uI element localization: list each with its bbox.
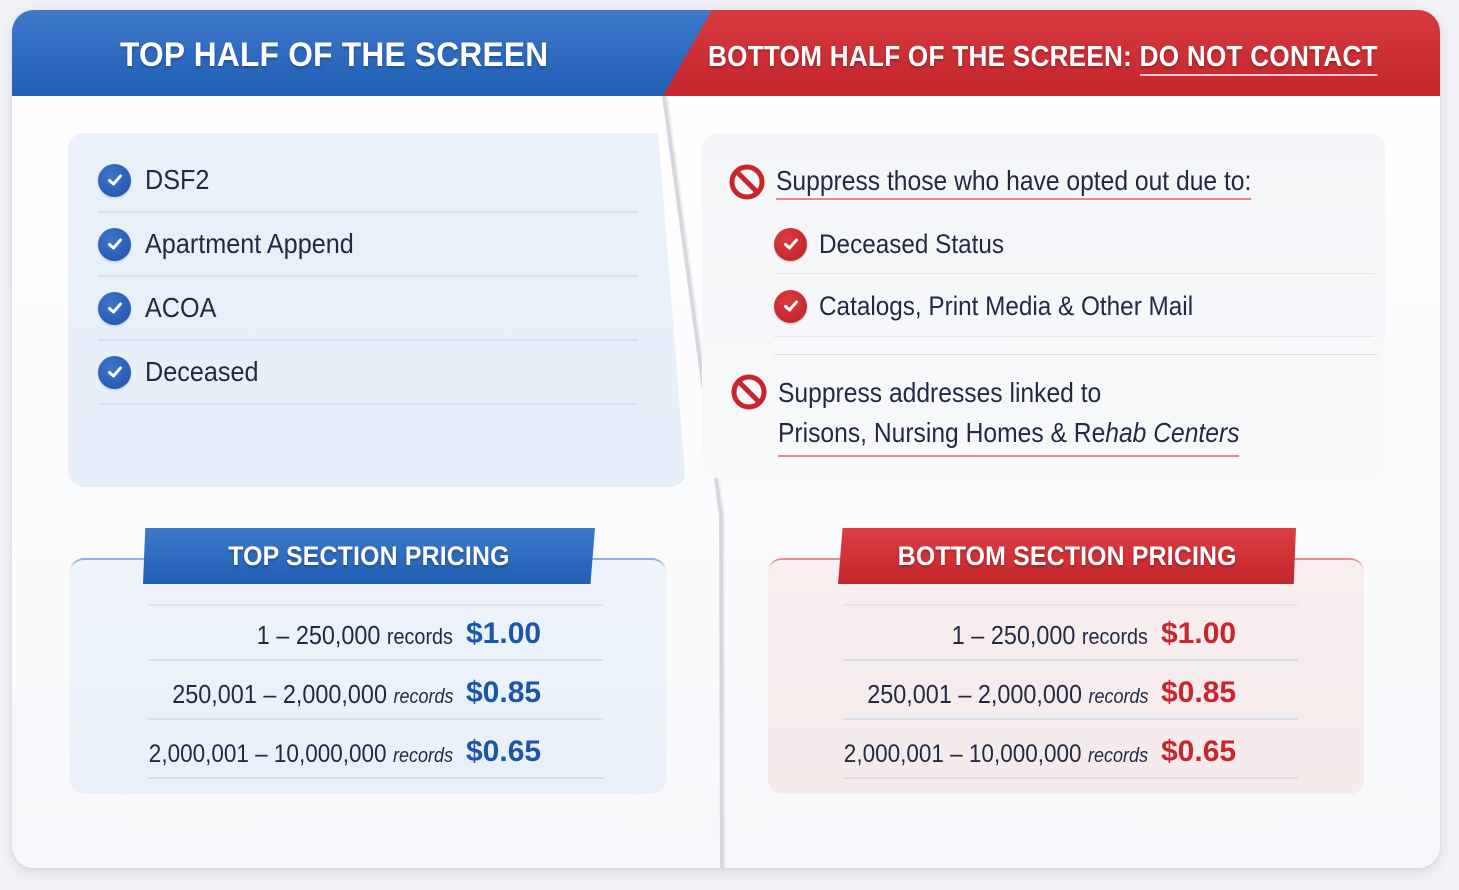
prohibited-icon <box>729 164 765 200</box>
tier-price: $0.65 <box>1161 735 1237 768</box>
tier-price: $1.00 <box>1161 617 1237 650</box>
feature-label: Apartment Append <box>145 228 354 259</box>
row-divider <box>774 273 1374 274</box>
top-pricing-ribbon: TOP SECTION PRICING <box>143 528 595 584</box>
check-circle-icon <box>774 227 807 261</box>
top-pricing-box: 1 – 250,000 records $1.00 250,001 – 2,00… <box>70 558 666 794</box>
opt-out-item-label: Catalogs, Print Media & Other Mail <box>819 290 1194 321</box>
top-pricing-title: TOP SECTION PRICING <box>228 540 510 571</box>
opt-out-item-label: Deceased Status <box>819 228 1005 259</box>
check-circle-icon <box>774 289 807 323</box>
opt-out-item-catalogs: Catalogs, Print Media & Other Mail <box>774 275 1374 337</box>
pricing-tier-row: 1 – 250,000 records $1.00 <box>843 604 1298 661</box>
comparison-card: TOP HALF OF THE SCREEN BOTTOM HALF OF TH… <box>12 10 1440 868</box>
tier-price: $0.85 <box>1161 676 1237 709</box>
check-circle-icon <box>98 355 131 389</box>
bottom-half-header-bar <box>660 10 1440 96</box>
pricing-tier-row: 2,000,001 – 10,000,000 records $0.65 <box>843 722 1298 779</box>
feature-item-deceased: Deceased <box>98 341 638 405</box>
bottom-half-title: BOTTOM HALF OF THE SCREEN: DO NOT CONTAC… <box>708 41 1378 76</box>
opt-out-item-deceased-status: Deceased Status <box>774 213 1374 275</box>
top-half-header-bar <box>12 10 712 96</box>
address-suppression-heading: Suppress addresses linked to Prisons, Nu… <box>730 373 1302 457</box>
prohibited-icon <box>731 374 767 410</box>
check-circle-icon <box>98 227 131 261</box>
check-circle-icon <box>98 163 131 197</box>
bottom-pricing-ribbon: BOTTOM SECTION PRICING <box>838 528 1296 584</box>
feature-item-apartment-append: Apartment Append <box>98 213 638 277</box>
pricing-tier-row: 250,001 – 2,000,000 records $0.85 <box>148 663 603 720</box>
check-circle-icon <box>98 291 131 325</box>
tier-price: $1.00 <box>466 617 542 650</box>
address-suppression-line1: Suppress addresses linked to <box>778 377 1102 408</box>
feature-label: ACOA <box>145 292 217 323</box>
row-divider <box>774 336 1374 337</box>
pricing-tier-row: 250,001 – 2,000,000 records $0.85 <box>843 663 1298 720</box>
feature-label: Deceased <box>145 356 259 387</box>
bottom-pricing-title: BOTTOM SECTION PRICING <box>897 540 1237 571</box>
address-suppression-line2: Prisons, Nursing Homes & Rehab Centers <box>778 413 1240 457</box>
bottom-suppression-panel: Suppress those who have opted out due to… <box>702 133 1385 478</box>
tier-price: $0.65 <box>466 735 542 768</box>
pricing-tier-row: 1 – 250,000 records $1.00 <box>148 604 603 661</box>
bottom-pricing-box: 1 – 250,000 records $1.00 250,001 – 2,00… <box>768 558 1364 794</box>
section-divider-line <box>774 354 1378 355</box>
pricing-tier-row: 2,000,001 – 10,000,000 records $0.65 <box>148 722 603 779</box>
feature-item-dsf2: DSF2 <box>98 149 638 213</box>
opt-out-heading-text: Suppress those who have opted out due to… <box>776 165 1252 200</box>
top-half-title: TOP HALF OF THE SCREEN <box>120 36 549 74</box>
tier-price: $0.85 <box>466 676 542 709</box>
top-features-panel: DSF2 Apartment Append ACOA Deceased <box>68 133 686 487</box>
feature-item-acoa: ACOA <box>98 277 638 341</box>
opt-out-heading: Suppress those who have opted out due to… <box>728 161 1316 201</box>
feature-label: DSF2 <box>145 164 210 195</box>
do-not-contact-label: DO NOT CONTACT <box>1139 41 1378 76</box>
bottom-half-title-prefix: BOTTOM HALF OF THE SCREEN: <box>708 41 1140 73</box>
